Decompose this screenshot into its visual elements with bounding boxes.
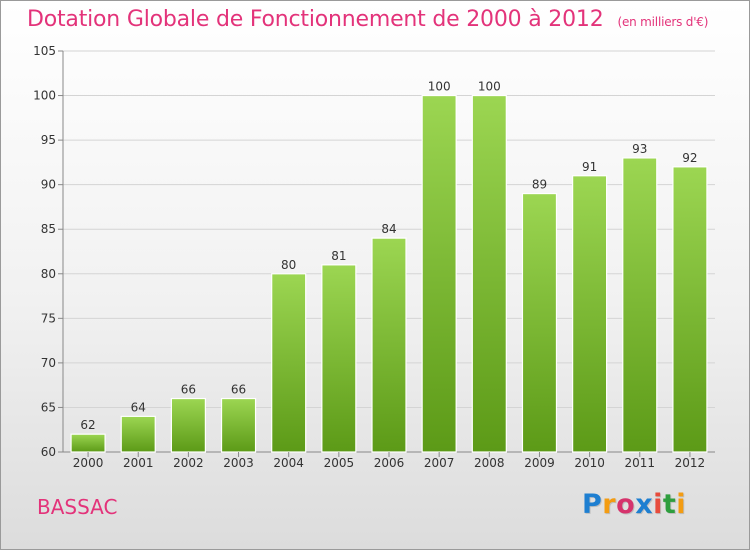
x-tick-label: 2004 [273, 456, 304, 470]
bar-value-label: 89 [532, 178, 547, 192]
x-tick-label: 2008 [474, 456, 505, 470]
bar-value-label: 66 [231, 383, 246, 397]
bar-value-label: 81 [331, 249, 346, 263]
chart-subtitle: (en milliers d'€) [617, 15, 709, 29]
bar-value-label: 100 [478, 80, 501, 94]
x-tick-label: 2006 [374, 456, 405, 470]
chart-title: Dotation Globale de Fonctionnement de 20… [27, 7, 708, 32]
x-tick-label: 2009 [524, 456, 555, 470]
x-tick-label: 2001 [123, 456, 154, 470]
bar-value-label: 62 [80, 418, 95, 432]
bar [521, 192, 558, 453]
y-tick-label: 70 [41, 356, 56, 370]
x-tick-label: 2002 [173, 456, 204, 470]
x-tick-label: 2003 [223, 456, 254, 470]
bar-value-label: 66 [181, 383, 196, 397]
logo-letter: r [602, 489, 617, 520]
bar [170, 397, 206, 453]
logo-letter: i [653, 489, 663, 520]
logo-letter: x [635, 489, 654, 520]
commune-name: BASSAC [37, 495, 118, 519]
x-tick-label: 2000 [73, 456, 104, 470]
bar-value-label: 80 [281, 258, 296, 272]
chart-title-text: Dotation Globale de Fonctionnement de 20… [27, 7, 604, 32]
x-tick-label: 2010 [574, 456, 605, 470]
x-tick-label: 2007 [424, 456, 455, 470]
bar [371, 237, 407, 453]
logo-letter: o [616, 489, 636, 520]
bar-value-label: 93 [632, 142, 647, 156]
bar [271, 273, 307, 453]
x-tick-label: 2005 [324, 456, 355, 470]
bar [421, 94, 457, 453]
bar-value-label: 92 [682, 151, 697, 165]
bar-value-label: 91 [582, 160, 597, 174]
y-tick-label: 80 [41, 267, 56, 281]
bar-value-label: 84 [381, 222, 396, 236]
y-tick-label: 75 [41, 311, 56, 325]
y-tick-label: 85 [41, 222, 56, 236]
bar [220, 397, 257, 453]
bar-value-label: 100 [428, 80, 451, 94]
bar [70, 433, 106, 453]
bar [120, 415, 156, 453]
y-tick-label: 90 [41, 178, 56, 192]
bar [572, 175, 608, 453]
bar [622, 157, 658, 453]
y-tick-label: 100 [33, 89, 56, 103]
logo-letter: t [662, 489, 677, 520]
proxiti-logo: Proxiti [582, 489, 686, 520]
bar [321, 264, 357, 453]
bar-value-label: 64 [131, 400, 146, 414]
bar [471, 94, 507, 453]
x-tick-label: 2011 [624, 456, 655, 470]
y-tick-label: 95 [41, 133, 56, 147]
x-tick-label: 2012 [675, 456, 706, 470]
bar [672, 166, 708, 453]
y-tick-label: 105 [33, 44, 56, 58]
y-tick-label: 65 [41, 400, 56, 414]
logo-letter: P [582, 489, 603, 520]
y-tick-label: 60 [41, 445, 56, 459]
logo-letter: i [676, 489, 687, 520]
